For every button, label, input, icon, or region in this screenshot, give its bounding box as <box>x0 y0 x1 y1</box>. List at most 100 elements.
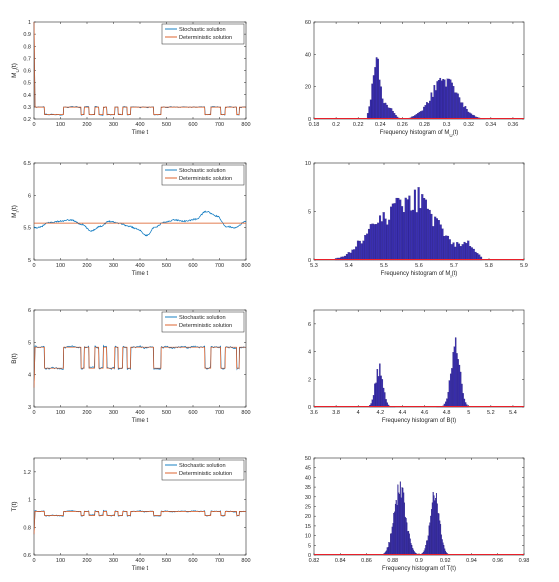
m1-hist-bar <box>441 228 444 261</box>
b-hist-ytick-label: 6 <box>308 322 311 328</box>
m1-hist-bar <box>364 235 367 261</box>
m1-time-xtick-label: 400 <box>135 263 144 269</box>
t-hist-bar <box>395 500 397 556</box>
m2-hist-bar <box>455 92 458 120</box>
m1-hist-bar <box>358 240 361 261</box>
t-time-xtick-label: 0 <box>32 558 35 564</box>
b-hist-xtick-label: 3.8 <box>332 410 340 416</box>
m2-time-xtick-label: 300 <box>109 122 118 128</box>
b-time-xtick-label: 100 <box>56 410 65 416</box>
m1-hist-bar <box>459 246 462 261</box>
t-hist-bar <box>426 540 428 556</box>
t-hist-bar <box>433 495 435 556</box>
b-time-legend <box>161 311 245 333</box>
m1-hist-bar <box>384 218 387 261</box>
b-hist-bar <box>372 395 375 408</box>
t-hist-bar <box>399 494 401 556</box>
m2-hist-bar <box>372 75 375 120</box>
m2-hist-bar <box>390 108 393 120</box>
b-hist-plot-area <box>313 309 525 408</box>
m2-hist-bar <box>454 92 456 120</box>
m1-time-stochastic-line <box>33 210 247 237</box>
t-hist-bar <box>401 487 403 556</box>
b-hist-xtick-label: 4 <box>357 410 360 416</box>
m2-hist-xtick-label: 0.28 <box>419 122 430 128</box>
m2-hist-bar <box>387 107 390 120</box>
t-hist-bar <box>388 542 390 556</box>
t-hist-xtick-label: 0.94 <box>466 558 477 564</box>
m2-hist-bar <box>369 99 372 120</box>
m2-hist-bar <box>466 109 468 120</box>
m2-hist-panel: 0.18 0.2 0.22 0.24 0.26 0.28 0.3 0.32 0.34 0.36 0 2… <box>305 20 525 138</box>
m1-time-ytick-label: 6.5 <box>23 161 31 167</box>
t-hist-bar <box>429 522 431 556</box>
m1-hist-bar <box>450 244 453 261</box>
b-hist-bar <box>380 375 382 408</box>
m1-hist-bar <box>367 228 371 261</box>
b-hist-panel: 3.6 3.8 4 4.2 4.4 4.6 4.8 5 5.2 5.4 0 2 4 6 Frequency … <box>308 309 525 424</box>
b-hist-bar <box>377 376 380 408</box>
t-time-xtick-label: 200 <box>82 558 91 564</box>
t-hist-bar <box>398 492 400 556</box>
m2-hist-bar <box>392 110 394 120</box>
b-hist-bar <box>453 346 456 408</box>
m2-hist-bar <box>424 105 427 120</box>
m2-hist-bar <box>421 110 424 120</box>
m1-time-xtick-label: 500 <box>162 263 171 269</box>
t-time-xtick-label: 500 <box>162 558 171 564</box>
m1-hist-bar <box>382 212 385 261</box>
b-time-xtick-label: 800 <box>241 410 250 416</box>
t-time-xtick-label: 800 <box>241 558 250 564</box>
m1-hist-bar <box>366 233 369 261</box>
t-hist-bar <box>431 502 433 556</box>
t-hist-bar <box>409 538 411 556</box>
m1-hist-bar <box>432 226 435 261</box>
t-hist-bar <box>435 493 437 556</box>
m1-hist-bar <box>412 209 415 261</box>
t-hist-bar <box>425 545 427 556</box>
b-time-xtick-label: 600 <box>188 410 197 416</box>
t-hist-bar <box>443 545 445 556</box>
m2-hist-bar <box>433 85 436 120</box>
t-time-xtick-label: 400 <box>135 558 144 564</box>
m1-hist-bar <box>430 213 433 261</box>
m2-hist-xtick-label: 0.24 <box>375 122 386 128</box>
m1-hist-bar <box>454 246 457 261</box>
m2-hist-xtick-label: 0.2 <box>332 122 340 128</box>
m2-time-xtick-label: 0 <box>32 122 35 128</box>
m1-hist-bar <box>401 206 404 261</box>
t-hist-plot-area <box>313 457 525 556</box>
t-hist-bar <box>411 545 413 556</box>
m1-hist-bar <box>406 199 409 261</box>
m1-hist-bar <box>395 197 398 261</box>
m2-hist-bar <box>368 106 371 120</box>
b-hist-xlabel: Frequency histogram of B(t) <box>382 418 456 424</box>
b-hist-xtick-label: 3.6 <box>310 410 318 416</box>
m2-hist-ytick-label: 20 <box>305 85 311 91</box>
m2-hist-bar <box>383 103 385 120</box>
m2-time-legend-label: Stochastic solution <box>179 27 226 33</box>
b-time-xtick-label: 200 <box>82 410 91 416</box>
m2-time-ytick-label: 1 <box>28 20 31 26</box>
m2-hist-bar <box>448 78 450 120</box>
t-hist-bar <box>391 526 393 556</box>
b-time-xlabel: Time t <box>132 418 149 424</box>
b-hist-bar <box>384 392 386 408</box>
m2-hist-bar <box>430 92 433 120</box>
m1-hist-bar <box>388 219 391 261</box>
b-time-xtick-label: 400 <box>135 410 144 416</box>
t-hist-bar <box>440 524 442 556</box>
m1-hist-xtick-label: 5.4 <box>345 263 353 269</box>
m2-hist-ytick-label: 60 <box>305 20 311 26</box>
m2-hist-ytick-label: 40 <box>305 52 311 58</box>
m1-hist-bar <box>461 244 464 261</box>
m2-hist-bar <box>458 97 461 120</box>
m2-time-legend <box>161 23 245 45</box>
m1-hist-bar <box>415 212 418 261</box>
m1-hist-bar <box>386 224 389 261</box>
t-time-ytick-label: 1 <box>28 498 31 504</box>
t-hist-xtick-label: 0.82 <box>309 558 320 564</box>
m1-hist-bar <box>402 212 405 261</box>
t-hist-bar <box>387 547 389 556</box>
m1-hist-bar <box>421 194 424 261</box>
